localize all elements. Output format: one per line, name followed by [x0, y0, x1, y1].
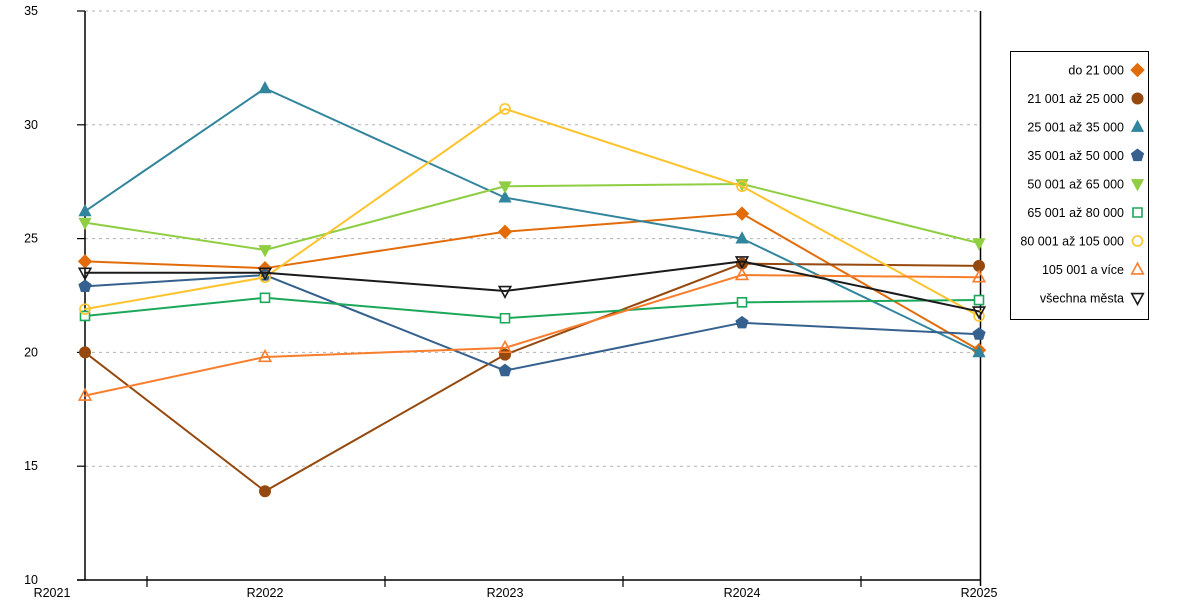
- data-point-marker: [972, 327, 986, 340]
- legend-item-8: 105 001 a více: [1042, 261, 1145, 277]
- legend-label: 80 001 až 105 000: [1020, 235, 1124, 249]
- series-line: [84, 274, 980, 372]
- legend-box: [1010, 51, 1149, 320]
- legend: do 21 000 21 001 až 25 000 25 001 až 35 00…: [1010, 51, 1149, 320]
- legend-item-4: 35 001 až 50 000: [1027, 148, 1145, 163]
- x-axis-label: R2022: [247, 586, 284, 600]
- x-axis-label: R2025: [961, 586, 998, 600]
- data-point-marker: [258, 245, 272, 258]
- legend-label: 105 001 a více: [1042, 263, 1124, 277]
- data-point-marker: [498, 181, 512, 194]
- data-point-marker: [498, 190, 512, 203]
- data-point-marker: [497, 339, 513, 354]
- x-axis-label: R2023: [487, 586, 524, 600]
- data-point-marker: [497, 285, 513, 299]
- y-axis-label: 10: [24, 573, 38, 587]
- data-point-marker: [734, 267, 750, 281]
- data-point-marker: [1130, 261, 1145, 275]
- y-axis-label: 20: [24, 345, 38, 359]
- legend-item-5: 50 001 až 65 000: [1027, 178, 1145, 192]
- x-axis-label: R2024: [724, 586, 761, 600]
- legend-item-7: 80 001 až 105 000: [1020, 235, 1144, 249]
- data-point-marker: [497, 224, 513, 239]
- data-point-marker: [973, 294, 985, 306]
- data-point-marker: [1131, 235, 1144, 247]
- y-axis-label: 25: [24, 232, 38, 246]
- legend-label: 35 001 až 50 000: [1027, 149, 1124, 163]
- series-v-echna-m-sta: [77, 256, 987, 320]
- data-point-marker: [257, 348, 273, 363]
- legend-label: 50 001 až 65 000: [1027, 178, 1124, 192]
- gridlines: [85, 10, 981, 467]
- data-point-marker: [79, 303, 91, 315]
- x-axis-label: R2021: [34, 586, 71, 600]
- y-axis-label: 15: [24, 459, 38, 473]
- series-line: [84, 182, 980, 251]
- data-point-marker: [1130, 179, 1145, 192]
- data-point-marker: [971, 306, 987, 320]
- legend-label: 65 001 až 80 000: [1027, 206, 1124, 220]
- data-point-marker: [735, 315, 749, 329]
- data-point-marker: [736, 297, 748, 308]
- data-point-marker: [1130, 148, 1145, 162]
- series-line: [84, 87, 980, 354]
- series-line: [84, 107, 980, 317]
- data-point-marker: [1131, 92, 1144, 105]
- data-point-marker: [972, 238, 986, 251]
- data-point-marker: [971, 269, 987, 283]
- series-21-001-a-25-000: [79, 257, 985, 498]
- series-line: [84, 274, 980, 397]
- data-point-marker: [78, 279, 92, 293]
- series-105-001-a-v-ce: [77, 267, 987, 401]
- series-line: [84, 212, 980, 352]
- data-point-marker: [78, 203, 92, 217]
- legend-item-6: 65 001 až 80 000: [1027, 206, 1143, 220]
- data-point-marker: [1130, 292, 1145, 307]
- series-line: [84, 260, 980, 313]
- legend-item-9: všechna města: [1040, 292, 1145, 307]
- series-line: [84, 262, 980, 493]
- data-point-marker: [258, 81, 272, 94]
- series-do-21-000: [77, 206, 987, 358]
- legend-item-1: do 21 000: [1068, 62, 1145, 78]
- y-axis-label: 30: [24, 118, 38, 132]
- data-point-marker: [498, 363, 512, 377]
- data-point-marker: [734, 206, 750, 221]
- series-line: [84, 296, 980, 320]
- data-point-marker: [78, 217, 92, 231]
- data-point-marker: [499, 103, 511, 115]
- series-65-001-a-80-000: [79, 292, 985, 324]
- axes: 10 15 20 25 30 35 R2021 R2022 R2023 R2024 R2025: [24, 4, 997, 600]
- data-point-marker: [734, 256, 750, 270]
- y-axis-label: 35: [24, 4, 38, 18]
- data-point-marker: [77, 267, 93, 281]
- data-point-marker: [1130, 119, 1145, 132]
- data-point-marker: [1130, 62, 1145, 78]
- legend-label: 25 001 až 35 000: [1027, 121, 1124, 135]
- data-point-marker: [735, 231, 749, 244]
- data-point-marker: [499, 348, 511, 361]
- data-point-marker: [259, 485, 271, 498]
- data-point-marker: [79, 346, 91, 359]
- data-point-marker: [77, 254, 93, 269]
- data-point-marker: [499, 312, 511, 324]
- legend-label: 21 001 až 25 000: [1027, 92, 1124, 106]
- data-point-marker: [972, 345, 986, 358]
- legend-label: všechna města: [1040, 292, 1124, 306]
- legend-item-2: 21 001 až 25 000: [1027, 92, 1144, 106]
- data-point-marker: [1132, 207, 1143, 218]
- legend-label: do 21 000: [1068, 64, 1124, 78]
- data-point-marker: [736, 180, 748, 193]
- data-point-marker: [77, 387, 93, 401]
- legend-item-3: 25 001 až 35 000: [1027, 119, 1145, 135]
- data-point-marker: [257, 267, 273, 281]
- data-point-marker: [259, 292, 271, 304]
